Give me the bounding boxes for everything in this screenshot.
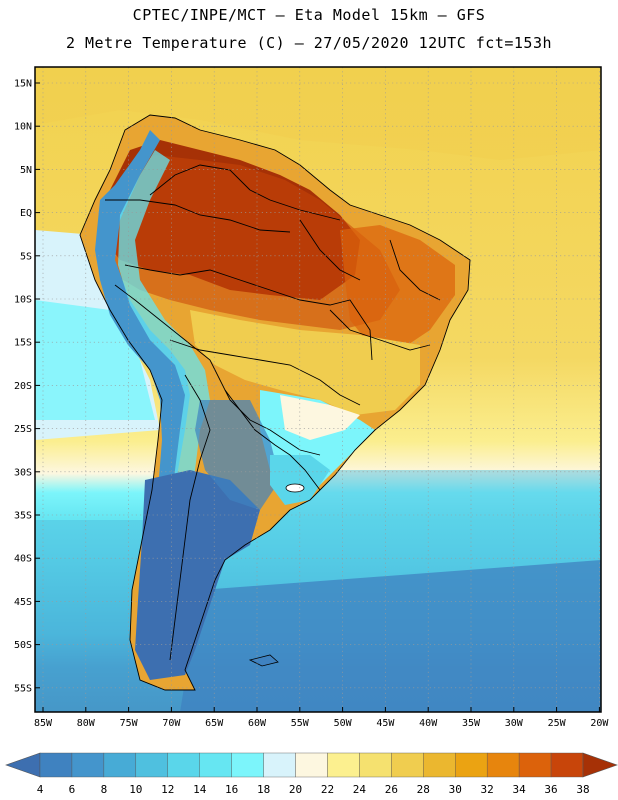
chart-title-line1: CPTEC/INPE/MCT – Eta Model 15km – GFS — [132, 6, 486, 24]
colorbar-min-arrow — [5, 752, 41, 778]
colorbar-swatch — [518, 752, 552, 778]
latitude-labels: 15N 10N 5N EQ 5S 10S 15S 20S 25S 30S 35S 40S 45S 50S 5… — [14, 79, 40, 694]
lon-label: 40W — [419, 718, 438, 729]
lat-label: 40S — [14, 554, 32, 565]
colorbar: 4 6 8 10 12 14 16 18 20 22 24 26 28 30 32 34 36 38 — [5, 752, 618, 796]
colorbar-tick-label: 10 — [129, 783, 142, 796]
colorbar-tick-label: 22 — [321, 783, 334, 796]
caribbean-warm-zone — [35, 67, 601, 160]
colorbar-tick-label: 6 — [69, 783, 76, 796]
colorbar-tick-label: 26 — [385, 783, 398, 796]
pacific-cold-zone — [35, 300, 155, 420]
chart-title-line2: 2 Metre Temperature (C) – 27/05/2020 12U… — [65, 34, 553, 52]
northeast-warm-zone — [340, 225, 455, 350]
colorbar-tick-label: 38 — [576, 783, 589, 796]
lat-label: 30S — [14, 467, 32, 478]
lon-label: 60W — [248, 718, 267, 729]
lagoon-dos-patos — [285, 483, 305, 493]
falkland-islands — [248, 654, 279, 667]
colorbar-tick-label: 32 — [481, 783, 494, 796]
lat-label: 15S — [14, 338, 32, 349]
colorbar-swatch — [391, 752, 424, 778]
colorbar-swatch — [103, 752, 137, 778]
lat-label: 45S — [14, 597, 32, 608]
lat-label: 5S — [20, 251, 32, 262]
lat-label: 55S — [14, 683, 32, 694]
colorbar-swatch — [550, 752, 584, 778]
colorbar-swatch — [423, 752, 456, 778]
colorbar-tick-label: 4 — [37, 783, 44, 796]
lon-label: 65W — [205, 718, 224, 729]
lon-label: 25W — [548, 718, 567, 729]
lon-label: 70W — [162, 718, 181, 729]
colorbar-swatch — [263, 752, 296, 778]
colorbar-tick-label: 30 — [449, 783, 462, 796]
map-frame — [34, 66, 602, 713]
lon-label: 45W — [376, 718, 395, 729]
amazon-warm-zone — [100, 155, 400, 330]
colorbar-swatch — [327, 752, 360, 778]
colorbar-swatch — [71, 752, 105, 778]
colorbar-tick-label: 36 — [544, 783, 557, 796]
colorbar-swatch — [39, 752, 73, 778]
colorbar-tick-label: 16 — [225, 783, 238, 796]
lat-label: 15N — [14, 79, 32, 90]
colorbar-swatch — [359, 752, 392, 778]
lat-label: 50S — [14, 640, 32, 651]
colorbar-tick-label: 18 — [257, 783, 270, 796]
longitude-labels: 85W 80W 75W 70W 65W 60W 55W 50W 45W 40W 35W 30W 25W 2… — [34, 707, 609, 729]
colorbar-tick-label: 20 — [289, 783, 302, 796]
andes-cool-edge — [118, 150, 210, 540]
lat-label: EQ — [20, 208, 32, 219]
lon-label: 85W — [34, 718, 53, 729]
map-field — [35, 67, 601, 712]
colorbar-tick-label: 34 — [512, 783, 526, 796]
colorbar-swatch — [135, 752, 168, 778]
lat-label: 10S — [14, 295, 32, 306]
lat-label: 10N — [14, 122, 32, 133]
colorbar-tick-label: 12 — [161, 783, 174, 796]
lat-label: 5N — [20, 165, 32, 176]
colorbar-swatch — [167, 752, 200, 778]
colorbar-max-arrow — [582, 752, 618, 778]
pampas-zone — [195, 400, 280, 510]
lon-label: 20W — [590, 718, 609, 729]
colorbar-swatch — [295, 752, 328, 778]
lat-label: 25S — [14, 424, 32, 435]
lon-label: 80W — [77, 718, 96, 729]
lon-label: 75W — [120, 718, 139, 729]
patagonia-cold-zone — [135, 470, 260, 680]
lon-label: 55W — [291, 718, 310, 729]
lat-label: 35S — [14, 511, 32, 522]
country-borders — [79, 114, 471, 691]
colorbar-tick-label: 8 — [101, 783, 108, 796]
colorbar-swatch — [199, 752, 232, 778]
colorbar-tick-label: 24 — [353, 783, 367, 796]
central-brazil-zone — [190, 310, 420, 415]
lon-label: 50W — [334, 718, 353, 729]
colorbar-tick-label: 14 — [193, 783, 207, 796]
colorbar-tick-label: 28 — [417, 783, 430, 796]
colorbar-swatch — [486, 752, 520, 778]
lon-label: 35W — [462, 718, 481, 729]
southern-ocean-zone — [180, 560, 601, 712]
uruguay-zone — [270, 455, 330, 505]
lon-label: 30W — [505, 718, 524, 729]
colorbar-swatch — [231, 752, 264, 778]
lat-label: 20S — [14, 381, 32, 392]
colorbar-swatch — [455, 752, 488, 778]
